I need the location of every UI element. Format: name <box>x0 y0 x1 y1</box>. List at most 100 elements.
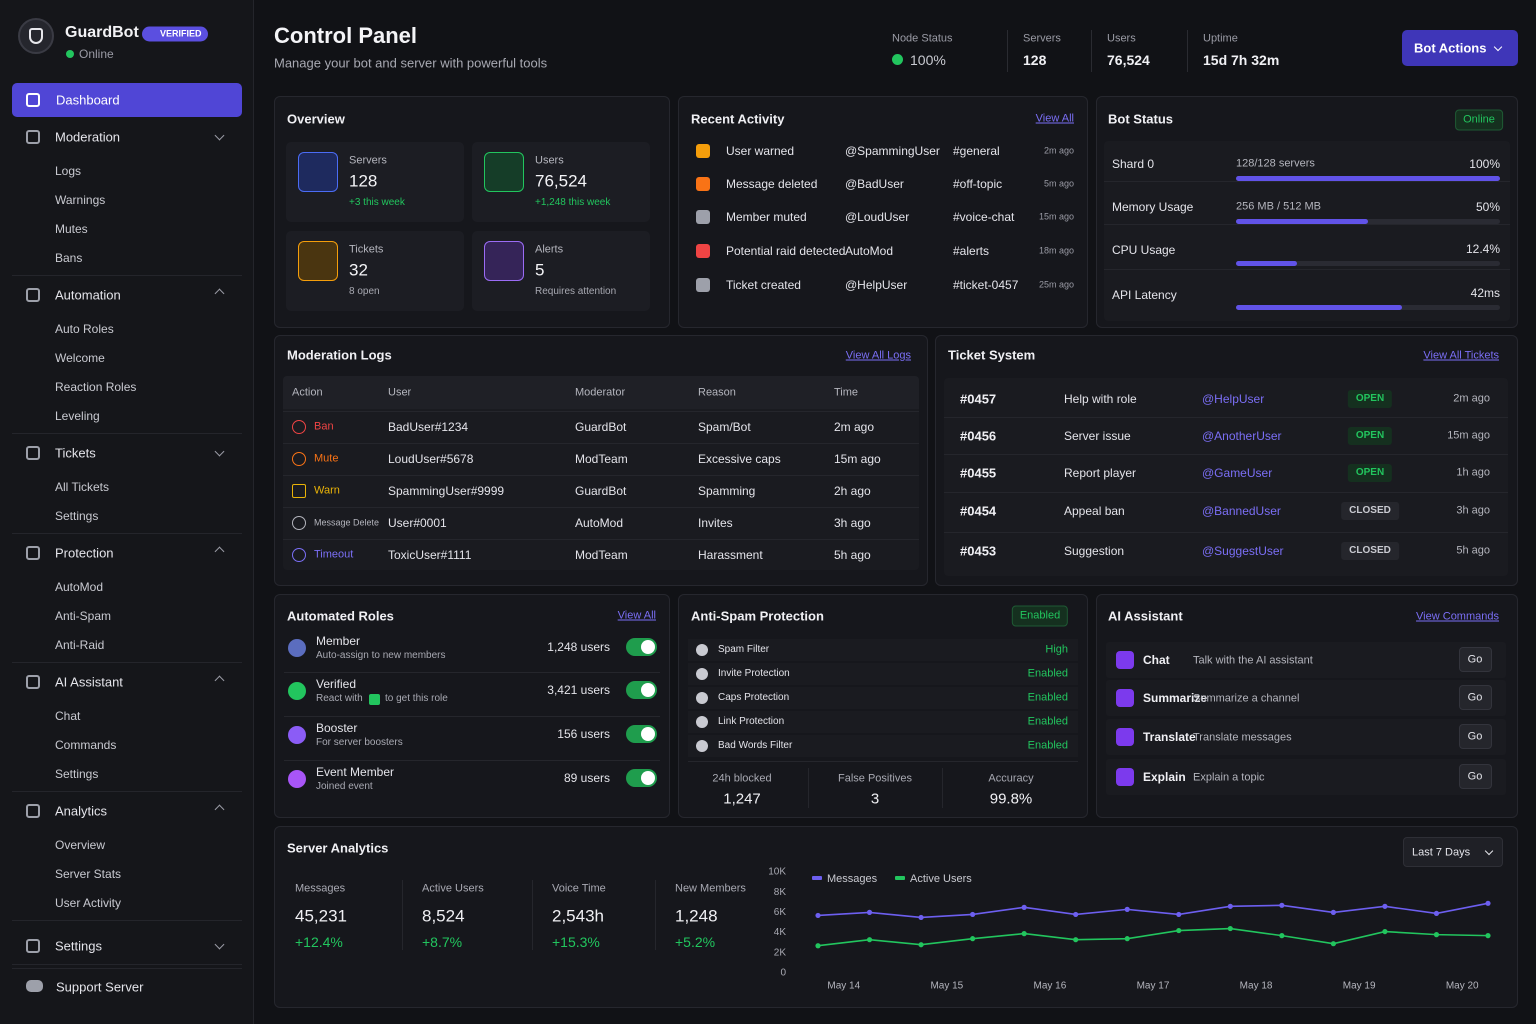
ai-row <box>1106 680 1506 716</box>
column-header: Moderator <box>575 386 626 399</box>
row-divider <box>284 672 660 673</box>
nav-sub[interactable]: Mutes <box>55 222 88 236</box>
go-label[interactable]: Go <box>1467 770 1483 783</box>
nav-sub[interactable]: Settings <box>55 767 99 781</box>
nav-group[interactable]: Automation <box>55 287 121 303</box>
range-dropdown[interactable] <box>1403 837 1503 867</box>
ai-icon <box>1116 689 1134 707</box>
nav-group[interactable]: Protection <box>55 545 114 561</box>
ai-row <box>1106 759 1506 795</box>
feature-icon <box>696 740 708 752</box>
go-label[interactable]: Go <box>1467 653 1483 666</box>
row-divider <box>283 507 919 508</box>
activity-time: 2m ago <box>1043 145 1074 156</box>
y-tick-label: 2K <box>774 947 787 958</box>
nav-sub[interactable]: Warnings <box>55 193 106 207</box>
enabled-badge: Enabled <box>1011 605 1069 627</box>
nav-sub[interactable]: Overview <box>55 838 106 852</box>
nav-sub[interactable]: Logs <box>55 164 82 178</box>
range-label[interactable]: Last 7 Days <box>1412 846 1471 859</box>
go-label[interactable]: Go <box>1467 691 1483 704</box>
view-commands-link[interactable]: View Commands <box>1416 610 1499 623</box>
nav-sub[interactable]: Anti-Raid <box>55 638 105 652</box>
analytics-panel <box>274 826 1518 1008</box>
ai-desc: Explain a topic <box>1193 771 1265 784</box>
panel-title: AI Assistant <box>1108 608 1183 624</box>
nav-sub[interactable]: Leveling <box>55 409 100 423</box>
view-all-link[interactable]: View All <box>617 609 656 622</box>
data-point <box>1433 910 1440 917</box>
panel-title: Bot Status <box>1108 111 1173 127</box>
ticket-user[interactable]: @AnotherUser <box>1202 429 1282 443</box>
nav-sub[interactable]: Bans <box>55 251 83 265</box>
status-value: 50% <box>1475 200 1500 214</box>
nav-sub[interactable]: Anti-Spam <box>55 609 112 623</box>
bot-actions-label[interactable]: Bot Actions <box>1414 40 1487 56</box>
data-point <box>1021 931 1027 937</box>
nav-sub[interactable]: All Tickets <box>55 480 110 494</box>
go-button[interactable] <box>1459 647 1492 672</box>
nav-sub[interactable]: Reaction Roles <box>55 380 137 394</box>
view-all-link[interactable]: View All <box>1035 112 1074 125</box>
stat-note: 8 open <box>349 286 380 297</box>
spam-stat-label: 24h blocked <box>712 772 772 785</box>
stat-label: Alerts <box>535 243 564 256</box>
nav-group[interactable]: Analytics <box>55 803 108 819</box>
stat-note: +3 this week <box>349 197 405 208</box>
go-button[interactable] <box>1459 685 1492 710</box>
nav-sub[interactable]: Chat <box>55 709 81 723</box>
panel-title: Recent Activity <box>691 111 785 127</box>
stat-divider <box>1091 30 1092 72</box>
go-button[interactable] <box>1459 724 1492 749</box>
progress-bar <box>1236 305 1403 310</box>
analytics-label: Messages <box>295 882 346 895</box>
brand-status: Online <box>79 47 114 61</box>
nav-group[interactable]: Settings <box>55 938 102 954</box>
nav-sub[interactable]: Commands <box>55 738 117 752</box>
nav-sub[interactable]: AutoMod <box>55 580 104 594</box>
ai-icon <box>1116 768 1134 786</box>
nav-group[interactable]: Moderation <box>55 129 121 145</box>
ticket-time: 15m ago <box>1447 429 1490 442</box>
status-dot <box>66 50 74 58</box>
nav-sub[interactable]: Server Stats <box>55 867 122 881</box>
nav-group[interactable]: AI Assistant <box>55 674 123 690</box>
ticket-status: OPEN <box>1347 427 1393 445</box>
ticket-user[interactable]: @HelpUser <box>1202 392 1265 406</box>
status-value: 100% <box>1469 157 1500 171</box>
log-cell: GuardBot <box>575 420 627 434</box>
ticket-user[interactable]: @GameUser <box>1202 466 1273 480</box>
ticket-user[interactable]: @BannedUser <box>1202 504 1281 518</box>
panel-title: Anti-Spam Protection <box>691 608 824 624</box>
nav-item-active[interactable] <box>12 83 242 117</box>
nav-sub[interactable]: Auto Roles <box>55 322 114 336</box>
feature-value: Enabled <box>1027 691 1068 704</box>
nav-label[interactable]: Dashboard <box>56 92 120 108</box>
feature-value: Enabled <box>1027 667 1068 680</box>
nav-sub[interactable]: User Activity <box>55 896 122 910</box>
analytics-change: +15.3% <box>552 934 600 950</box>
data-point <box>1227 925 1233 932</box>
data-point <box>918 942 924 948</box>
go-label[interactable]: Go <box>1467 730 1483 743</box>
panel-title: Server Analytics <box>287 840 389 856</box>
data-point <box>1382 928 1388 935</box>
bot-actions-button[interactable] <box>1402 30 1518 66</box>
nav-group[interactable]: Tickets <box>55 445 96 461</box>
nav-sub[interactable]: Settings <box>55 509 99 523</box>
data-point <box>866 937 873 943</box>
roles-panel <box>274 594 670 818</box>
view-all-logs-link[interactable]: View All Logs <box>845 349 911 362</box>
data-point <box>1176 911 1182 918</box>
progress-bar <box>1236 176 1500 181</box>
line-chart: 0 2K 4K 6K 8K 10K May 14 May 15 May 16 May 17 May … <box>768 867 1491 992</box>
go-button[interactable] <box>1459 764 1492 789</box>
ticket-user[interactable]: @SuggestUser <box>1202 544 1284 558</box>
view-all-tickets-link[interactable]: View All Tickets <box>1423 349 1499 362</box>
support-link[interactable]: Support Server <box>56 979 144 995</box>
log-cell: 15m ago <box>834 452 881 466</box>
status-detail: 128/128 servers <box>1236 157 1315 170</box>
activity-user: @SpammingUser <box>845 144 940 158</box>
nav-sub[interactable]: Welcome <box>55 351 105 365</box>
stat-icon <box>484 241 524 281</box>
